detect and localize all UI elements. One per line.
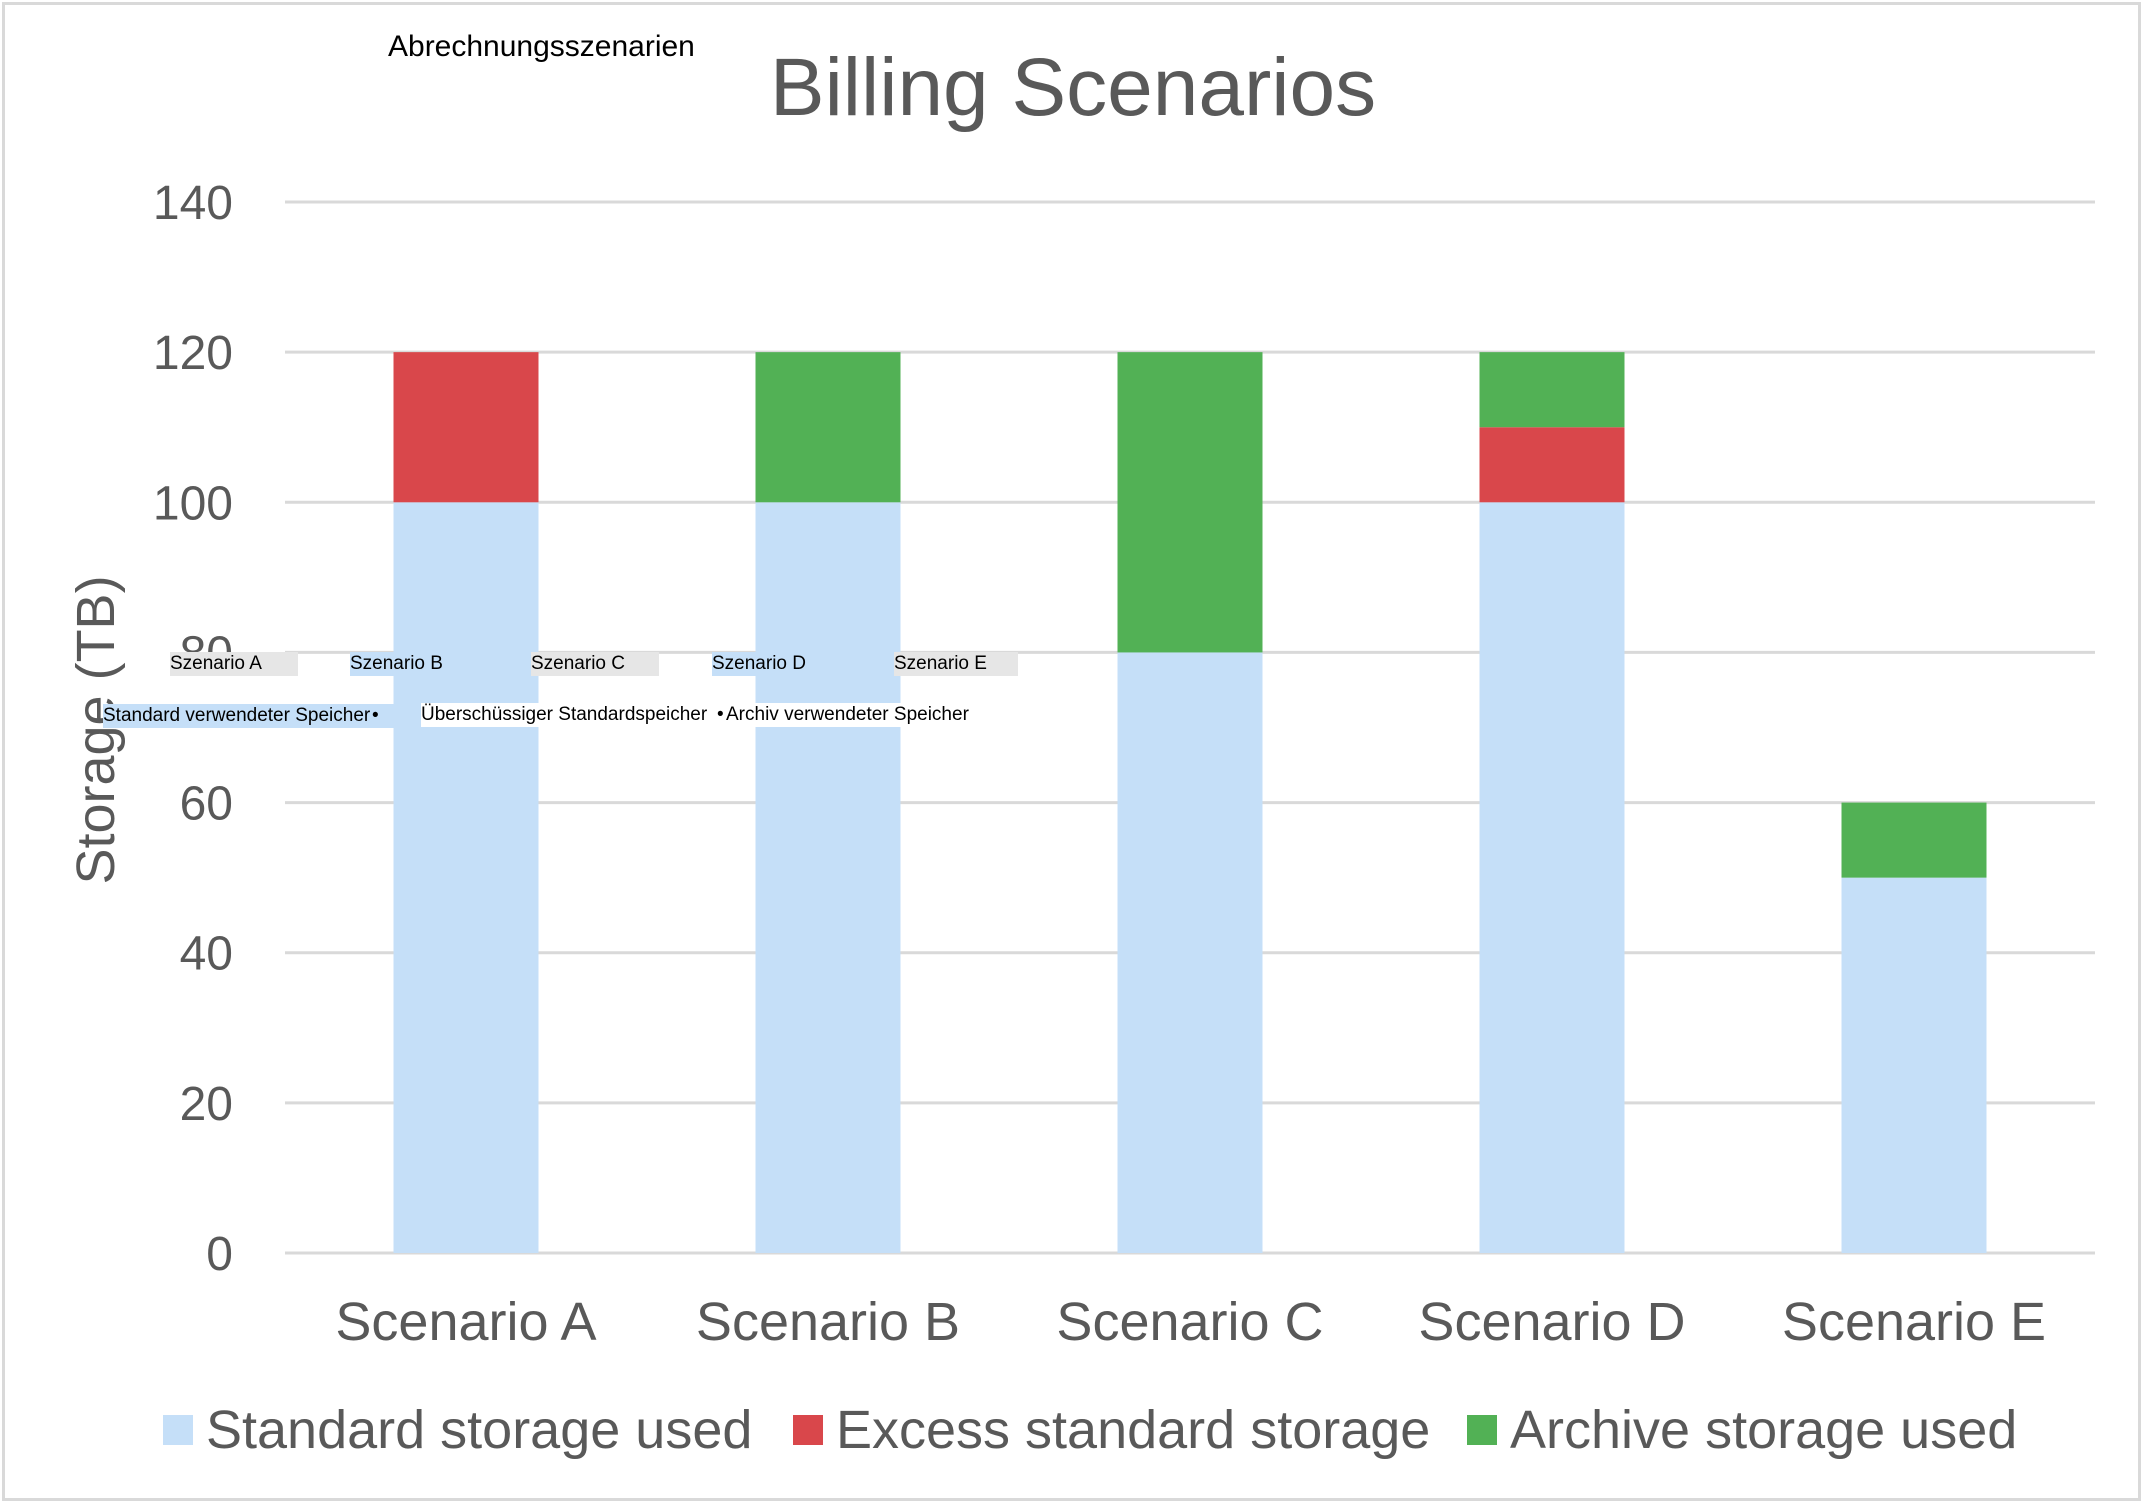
x-category-label: Scenario E (1782, 1292, 2046, 1352)
y-tick-label: 60 (180, 778, 233, 831)
overlay-legend-bullet-2: • (717, 703, 726, 727)
overlay-legend-standard: Standard verwendeter Speicher (103, 704, 373, 728)
bar-segment (1841, 802, 1987, 878)
bar-segment (1117, 652, 1263, 1253)
x-category-label: Scenario C (1056, 1292, 1323, 1352)
legend-swatch (163, 1415, 193, 1445)
overlay-category-c: Szenario C (531, 652, 659, 676)
chart-title: Billing Scenarios (770, 42, 1376, 133)
overlay-category-d: Szenario D (712, 652, 820, 676)
y-tick-label: 40 (180, 928, 233, 981)
overlay-category-a: Szenario A (170, 652, 298, 676)
y-tick-label: 20 (180, 1078, 233, 1131)
overlay-legend-excess: Überschüssiger Standardspeicher (421, 703, 717, 727)
legend-swatch (1467, 1415, 1497, 1445)
bar-segment (1479, 502, 1625, 1253)
y-axis-title: Storage (TB) (66, 575, 126, 884)
x-category-label: Scenario A (335, 1292, 596, 1352)
bars (393, 352, 1987, 1253)
y-tick-label: 120 (153, 327, 233, 380)
y-tick-label: 0 (206, 1228, 233, 1281)
legend-label: Excess standard storage (836, 1400, 1430, 1460)
bar-segment (755, 352, 901, 503)
bar-segment (393, 502, 539, 1253)
y-axis-ticks: 020406080100120140 (153, 177, 233, 1281)
bar-segment (1841, 877, 1987, 1253)
bar-segment (755, 502, 901, 1253)
legend-label: Archive storage used (1510, 1400, 2017, 1460)
legend-label: Standard storage used (206, 1400, 752, 1460)
overlay-legend-archive: Archiv verwendeter Speicher (726, 703, 969, 727)
overlay-title: Abrechnungsszenarien (388, 30, 695, 63)
bar-segment (1479, 352, 1625, 428)
bar-segment (1479, 427, 1625, 503)
legend-swatch (793, 1415, 823, 1445)
bar-segment (393, 352, 539, 503)
legend: Standard storage used Excess standard sto… (163, 1400, 2017, 1460)
x-category-label: Scenario D (1418, 1292, 1685, 1352)
overlay-category-b: Szenario B (350, 652, 455, 676)
x-category-label: Scenario B (696, 1292, 960, 1352)
y-tick-label: 140 (153, 177, 233, 230)
overlay-category-e: Szenario E (894, 652, 1018, 676)
x-axis-categories: Scenario A Scenario B Scenario C Scenario D… (335, 1292, 2046, 1352)
y-tick-label: 100 (153, 477, 233, 530)
overlay-legend-bullet-1: • (372, 704, 396, 728)
bar-segment (1117, 352, 1263, 653)
